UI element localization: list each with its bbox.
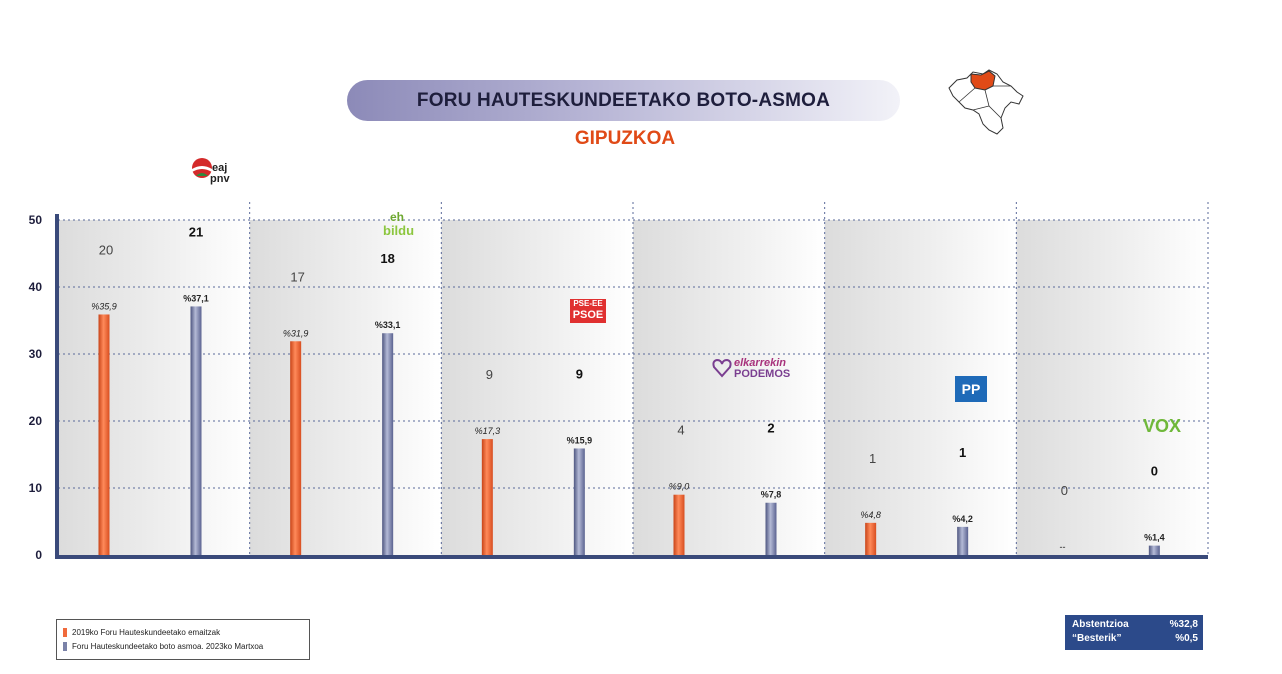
abstention-label: Abstentzioa	[1072, 619, 1129, 630]
legend-swatch-2023	[63, 641, 67, 651]
others-value: %0,5	[1175, 633, 1198, 644]
seat-label: 21	[189, 224, 203, 239]
chart-title: FORU HAUTESKUNDEETAKO BOTO-ASMOA	[416, 89, 831, 111]
bar	[865, 522, 877, 555]
bar	[957, 526, 969, 555]
bildu-logo-text-1: eh	[390, 210, 405, 224]
bar	[98, 314, 110, 555]
value-label: --	[1059, 542, 1065, 552]
value-label: %17,3	[475, 426, 501, 436]
legend: 2019ko Foru Hauteskundeetako emaitzak Fo…	[56, 619, 310, 660]
group-background	[633, 220, 825, 555]
group-background	[249, 220, 442, 555]
podemos-logo-text-2: PODEMOS	[734, 368, 791, 380]
seat-label: 0	[1151, 464, 1158, 479]
title-banner: FORU HAUTESKUNDEETAKO BOTO-ASMOA	[347, 80, 900, 121]
abstention-box: Abstentzioa %32,8 “Besterik” %0,5	[1065, 615, 1203, 650]
seat-label: 18	[380, 251, 394, 266]
bar	[573, 448, 585, 555]
seat-label: 20	[99, 242, 113, 257]
value-label: %37,1	[183, 293, 209, 303]
value-label: %4,2	[952, 514, 973, 524]
y-tick-label: 0	[35, 548, 42, 562]
psoe-logo: PSE-EE PSOE	[570, 299, 606, 323]
vox-logo: VOX	[1140, 414, 1184, 438]
seat-label: 17	[290, 269, 304, 284]
bildu-logo-text-2: bildu	[383, 223, 415, 238]
group-background	[58, 220, 250, 555]
pp-logo: PP	[955, 376, 987, 402]
legend-item-2023: Foru Hauteskundeetako boto asmoa. 2023ko…	[63, 639, 309, 653]
legend-item-2019: 2019ko Foru Hauteskundeetako emaitzak	[63, 625, 309, 639]
value-label: %35,9	[91, 301, 117, 311]
bar	[382, 333, 394, 555]
group-background	[441, 220, 633, 555]
psoe-logo-text-1: PSE-EE	[573, 299, 603, 308]
abstention-value: %32,8	[1169, 619, 1198, 630]
bar	[290, 341, 302, 555]
seat-label: 4	[677, 423, 684, 438]
value-label: %4,8	[860, 510, 881, 520]
vox-logo-text: VOX	[1142, 416, 1181, 436]
others-row: “Besterik” %0,5	[1065, 632, 1203, 646]
legend-swatch-2019	[63, 627, 67, 637]
others-label: “Besterik”	[1072, 633, 1122, 644]
psoe-logo-text-2: PSOE	[572, 309, 604, 321]
podemos-logo: elkarrekin PODEMOS	[712, 355, 808, 381]
value-label: %9,0	[669, 482, 690, 492]
y-tick-label: 20	[29, 414, 43, 428]
x-axis	[55, 555, 1208, 559]
legend-label-2019: 2019ko Foru Hauteskundeetako emaitzak	[72, 627, 221, 637]
podemos-logo-text-1: elkarrekin	[734, 357, 786, 369]
value-label: %7,8	[761, 490, 782, 500]
y-tick-label: 50	[29, 213, 43, 227]
seat-label: 9	[486, 367, 493, 382]
pnv-logo-text-2: pnv	[210, 173, 230, 185]
legend-label-2023: Foru Hauteskundeetako boto asmoa. 2023ko…	[72, 641, 264, 651]
bar	[673, 494, 685, 555]
bar	[765, 502, 777, 555]
value-label: %15,9	[567, 435, 593, 445]
bildu-logo: eh bildu	[381, 210, 421, 240]
bar	[1148, 545, 1160, 555]
group-background	[1016, 220, 1208, 555]
seat-label: 9	[576, 366, 583, 381]
podemos-heart-icon	[712, 358, 732, 378]
value-label: %1,4	[1144, 533, 1165, 543]
y-axis	[55, 214, 59, 557]
chart-subtitle: GIPUZKOA	[574, 128, 676, 149]
abstention-row: Abstentzioa %32,8	[1065, 618, 1203, 632]
value-label: %31,9	[283, 328, 309, 338]
y-tick-label: 10	[29, 481, 43, 495]
seat-label: 1	[959, 445, 966, 460]
pnv-logo-text-1: eaj	[212, 162, 228, 174]
y-tick-label: 40	[29, 280, 43, 294]
basque-map-icon	[948, 69, 1024, 135]
value-label: %33,1	[375, 320, 401, 330]
group-background	[824, 220, 1017, 555]
pp-logo-text: PP	[961, 381, 981, 397]
seat-label: 2	[767, 421, 774, 436]
seat-label: 0	[1061, 483, 1068, 498]
bar	[190, 306, 202, 555]
seat-label: 1	[869, 451, 876, 466]
y-tick-label: 30	[29, 347, 43, 361]
pnv-logo-mark	[192, 158, 212, 178]
pnv-logo: eaj pnv	[190, 156, 238, 190]
bar	[481, 439, 493, 555]
